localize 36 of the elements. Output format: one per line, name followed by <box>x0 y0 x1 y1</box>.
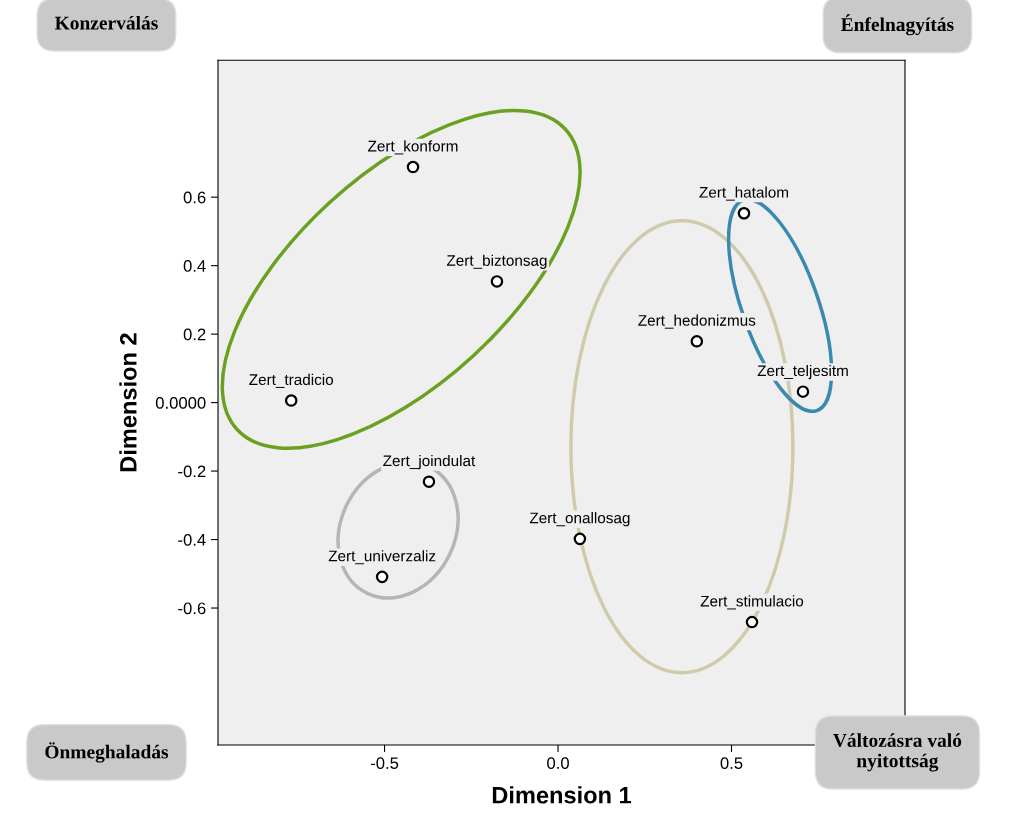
y-axis-title: Dimension 2 <box>119 333 137 472</box>
annotation: Zert_konform <box>368 140 458 155</box>
text: Énfelnagyítás <box>841 14 954 36</box>
x-tick-label: 0.0 <box>547 757 569 770</box>
annotation: Zert_teljesitm <box>757 364 848 380</box>
point <box>737 207 751 220</box>
annotation: Zert_hatalom <box>699 186 789 201</box>
y-tick-label: 0.0000 <box>155 397 206 409</box>
text: Önmeghaladás <box>45 742 169 763</box>
annotation: Zert_hedonizmus <box>638 314 756 329</box>
point <box>375 570 389 584</box>
point <box>796 385 810 398</box>
point <box>284 394 298 407</box>
annotation: Zert_tradicio <box>249 373 334 388</box>
y-tick-label: -0.6 <box>178 602 206 615</box>
y-tick-label: 0.6 <box>183 191 206 204</box>
annotation: Zert_onallosag <box>529 512 630 527</box>
y-tick-label: 0.4 <box>183 260 206 272</box>
point <box>573 532 587 546</box>
point <box>406 160 420 174</box>
y-tick-label: -0.4 <box>178 533 206 546</box>
x-tick-label: -0.5 <box>370 757 399 770</box>
point <box>490 275 504 288</box>
annotation: Zert_joindulat <box>383 454 476 470</box>
annotation: Zert_biztonsag <box>446 254 547 269</box>
text: Konzerválás <box>54 15 158 30</box>
x-tick-label: 0.5 <box>720 757 743 770</box>
point <box>690 335 704 348</box>
y-tick-label: -0.2 <box>178 465 206 478</box>
annotation: Zert_stimulacio <box>700 595 804 610</box>
x-axis-title: Dimension 1 <box>492 786 632 804</box>
point <box>422 475 436 488</box>
y-tick-label: 0.2 <box>183 328 206 341</box>
point <box>745 615 759 629</box>
annotation: Zert_univerzaliz <box>328 550 436 565</box>
annotation: Változásra való nyitottság <box>833 733 962 772</box>
